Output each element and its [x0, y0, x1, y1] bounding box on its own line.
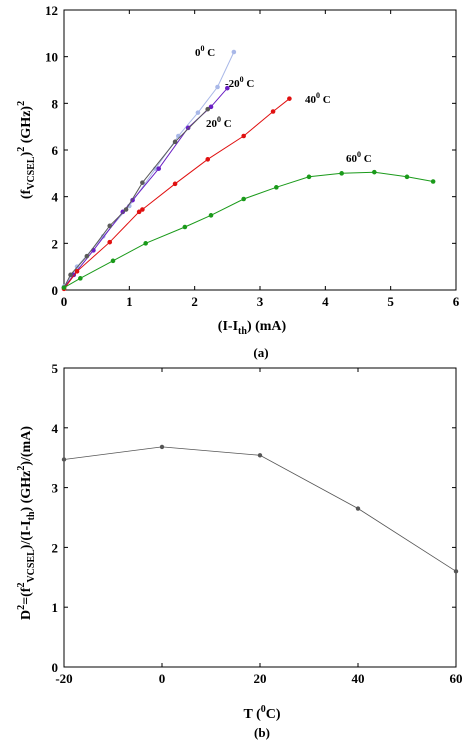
data-point — [143, 241, 148, 246]
series-line — [63, 98, 290, 290]
y-tick-label: 2 — [52, 236, 59, 251]
data-point — [61, 285, 67, 290]
data-point — [172, 139, 178, 145]
data-point — [404, 174, 410, 180]
data-point — [195, 110, 201, 115]
x-tick-label: 40 — [352, 671, 365, 686]
data-point — [61, 457, 67, 462]
x-tick-label: -20 — [55, 671, 72, 686]
data-point — [208, 213, 214, 218]
data-point — [225, 85, 230, 91]
series-line — [63, 108, 209, 288]
y-tick-label: 6 — [52, 143, 59, 158]
data-point — [84, 253, 90, 259]
data-point — [231, 49, 237, 55]
series-label--20: -200 C — [225, 75, 254, 90]
data-point — [123, 207, 129, 212]
chart-a-ylabel: (fVCSEL)2 (GHz)2 — [16, 101, 37, 199]
y-tick-label: 0 — [52, 283, 59, 298]
chart-b-series — [61, 444, 459, 574]
data-point — [107, 223, 113, 229]
chart-b-ylabel: D2=(f2VCSEL)/(I-Ith) (GHz2)/(mA) — [16, 426, 37, 620]
data-point — [140, 180, 145, 185]
data-point — [274, 185, 279, 190]
series-label-20: 200 C — [206, 115, 232, 130]
data-point — [241, 133, 246, 139]
data-point — [159, 444, 165, 450]
data-point — [205, 106, 211, 112]
data-point — [453, 569, 459, 574]
data-point — [287, 96, 292, 101]
series-0 — [61, 444, 459, 574]
chart-a-caption: (a) — [253, 345, 268, 360]
data-point — [182, 224, 188, 230]
data-point — [215, 84, 220, 90]
data-point — [107, 239, 113, 245]
y-tick-label: 0 — [52, 660, 59, 675]
chart-b-plot-area — [63, 367, 457, 668]
chart-b-xlabel: T (0C) — [243, 704, 280, 722]
data-point — [74, 269, 80, 274]
y-tick-label: 12 — [45, 3, 58, 18]
data-point — [355, 506, 361, 511]
x-tick-label: 20 — [254, 671, 267, 686]
y-tick-label: 1 — [52, 600, 59, 615]
x-tick-label: 4 — [322, 294, 329, 309]
data-point — [156, 166, 162, 171]
data-point — [136, 209, 142, 215]
data-point — [241, 196, 246, 202]
data-point — [306, 174, 312, 180]
x-tick-label: 2 — [191, 294, 198, 309]
y-tick-label: 2 — [52, 540, 59, 555]
data-point — [205, 157, 211, 162]
data-point — [120, 209, 126, 215]
data-point — [257, 453, 263, 458]
x-tick-label: 6 — [453, 294, 460, 309]
data-point — [270, 109, 276, 114]
chart-a-series — [61, 49, 436, 292]
data-point — [430, 179, 436, 184]
x-tick-label: 1 — [126, 294, 133, 309]
series-label-0: 00 C — [195, 44, 215, 59]
data-point — [185, 125, 191, 131]
data-point — [172, 181, 178, 187]
x-tick-label: 3 — [257, 294, 264, 309]
y-tick-label: 5 — [52, 361, 59, 376]
series-label-60: 600 C — [346, 150, 372, 165]
x-tick-label: 0 — [61, 294, 68, 309]
y-tick-label: 10 — [45, 50, 58, 65]
data-point — [208, 104, 214, 110]
data-point — [140, 207, 145, 212]
y-tick-label: 4 — [52, 421, 59, 436]
data-point — [78, 276, 83, 281]
y-tick-label: 8 — [52, 96, 59, 111]
series-20 — [61, 106, 211, 290]
series-label-40: 400 C — [305, 91, 331, 106]
chart-a-series-labels: 00 C -200 C 200 C 400 C 600 C — [195, 44, 372, 165]
chart-a-plot-area — [63, 9, 457, 291]
chart-a-xlabel: (I-Ith) (mA) — [218, 319, 287, 337]
data-point — [68, 272, 73, 278]
chart-b-caption: (b) — [254, 725, 270, 740]
y-tick-label: 4 — [52, 190, 59, 205]
x-tick-label: 0 — [159, 671, 166, 686]
data-point — [372, 169, 377, 175]
series-60 — [61, 169, 436, 290]
x-tick-label: 60 — [450, 671, 463, 686]
data-point — [339, 171, 344, 176]
y-tick-label: 3 — [52, 481, 59, 496]
data-point — [110, 258, 116, 264]
x-tick-label: 5 — [387, 294, 394, 309]
